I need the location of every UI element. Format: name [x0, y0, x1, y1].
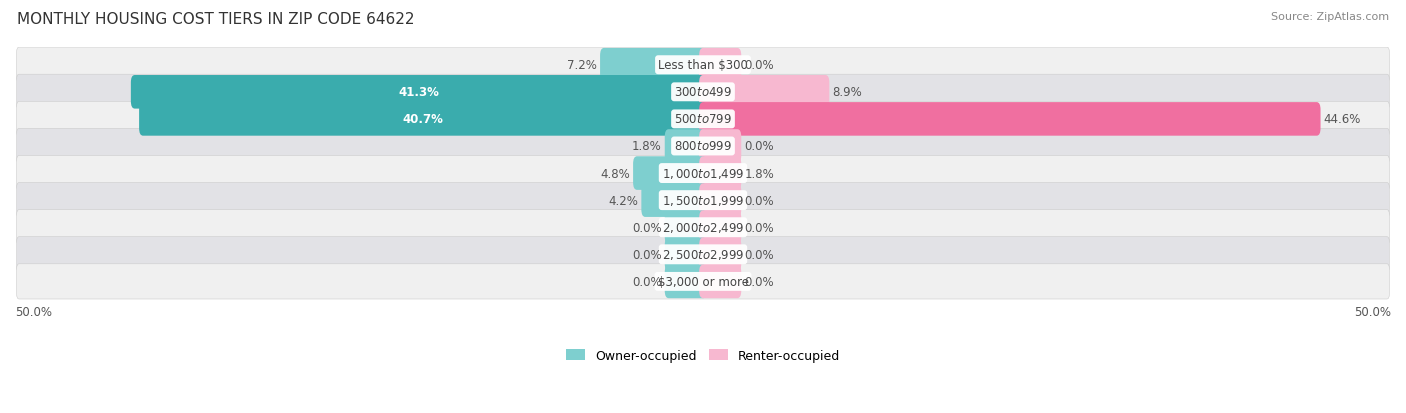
FancyBboxPatch shape — [699, 184, 741, 217]
FancyBboxPatch shape — [699, 265, 741, 299]
FancyBboxPatch shape — [17, 264, 1389, 299]
Text: 0.0%: 0.0% — [744, 275, 773, 288]
FancyBboxPatch shape — [17, 75, 1389, 110]
FancyBboxPatch shape — [633, 157, 707, 190]
FancyBboxPatch shape — [699, 49, 741, 82]
Text: 4.2%: 4.2% — [609, 194, 638, 207]
FancyBboxPatch shape — [699, 130, 741, 164]
Text: $800 to $999: $800 to $999 — [673, 140, 733, 153]
Text: 1.8%: 1.8% — [744, 167, 775, 180]
FancyBboxPatch shape — [17, 102, 1389, 137]
FancyBboxPatch shape — [641, 184, 707, 217]
FancyBboxPatch shape — [600, 49, 707, 82]
Text: 7.2%: 7.2% — [567, 59, 598, 72]
Text: 0.0%: 0.0% — [744, 194, 773, 207]
Text: 8.9%: 8.9% — [832, 86, 862, 99]
FancyBboxPatch shape — [665, 265, 707, 299]
Text: 0.0%: 0.0% — [744, 248, 773, 261]
Text: $500 to $799: $500 to $799 — [673, 113, 733, 126]
Text: $1,000 to $1,499: $1,000 to $1,499 — [662, 167, 744, 180]
FancyBboxPatch shape — [17, 156, 1389, 191]
Text: 0.0%: 0.0% — [744, 59, 773, 72]
FancyBboxPatch shape — [139, 103, 707, 136]
Text: Source: ZipAtlas.com: Source: ZipAtlas.com — [1271, 12, 1389, 22]
FancyBboxPatch shape — [131, 76, 707, 109]
FancyBboxPatch shape — [17, 237, 1389, 272]
FancyBboxPatch shape — [699, 157, 741, 190]
Text: 44.6%: 44.6% — [1323, 113, 1361, 126]
FancyBboxPatch shape — [665, 130, 707, 164]
Text: 41.3%: 41.3% — [398, 86, 439, 99]
FancyBboxPatch shape — [699, 76, 830, 109]
Text: MONTHLY HOUSING COST TIERS IN ZIP CODE 64622: MONTHLY HOUSING COST TIERS IN ZIP CODE 6… — [17, 12, 415, 27]
Text: 0.0%: 0.0% — [633, 248, 662, 261]
FancyBboxPatch shape — [699, 238, 741, 271]
Text: 0.0%: 0.0% — [744, 140, 773, 153]
Text: Less than $300: Less than $300 — [658, 59, 748, 72]
Text: $2,000 to $2,499: $2,000 to $2,499 — [662, 221, 744, 235]
Text: $3,000 or more: $3,000 or more — [658, 275, 748, 288]
Text: 0.0%: 0.0% — [744, 221, 773, 234]
Text: $1,500 to $1,999: $1,500 to $1,999 — [662, 194, 744, 208]
FancyBboxPatch shape — [699, 211, 741, 244]
Legend: Owner-occupied, Renter-occupied: Owner-occupied, Renter-occupied — [561, 344, 845, 367]
FancyBboxPatch shape — [665, 238, 707, 271]
FancyBboxPatch shape — [665, 211, 707, 244]
FancyBboxPatch shape — [699, 103, 1320, 136]
Text: 50.0%: 50.0% — [15, 305, 52, 318]
Text: $2,500 to $2,999: $2,500 to $2,999 — [662, 248, 744, 262]
Text: $300 to $499: $300 to $499 — [673, 86, 733, 99]
Text: 4.8%: 4.8% — [600, 167, 630, 180]
FancyBboxPatch shape — [17, 183, 1389, 218]
Text: 40.7%: 40.7% — [402, 113, 443, 126]
FancyBboxPatch shape — [17, 129, 1389, 164]
Text: 1.8%: 1.8% — [631, 140, 662, 153]
FancyBboxPatch shape — [17, 210, 1389, 245]
Text: 0.0%: 0.0% — [633, 275, 662, 288]
Text: 50.0%: 50.0% — [1354, 305, 1391, 318]
FancyBboxPatch shape — [17, 48, 1389, 83]
Text: 0.0%: 0.0% — [633, 221, 662, 234]
